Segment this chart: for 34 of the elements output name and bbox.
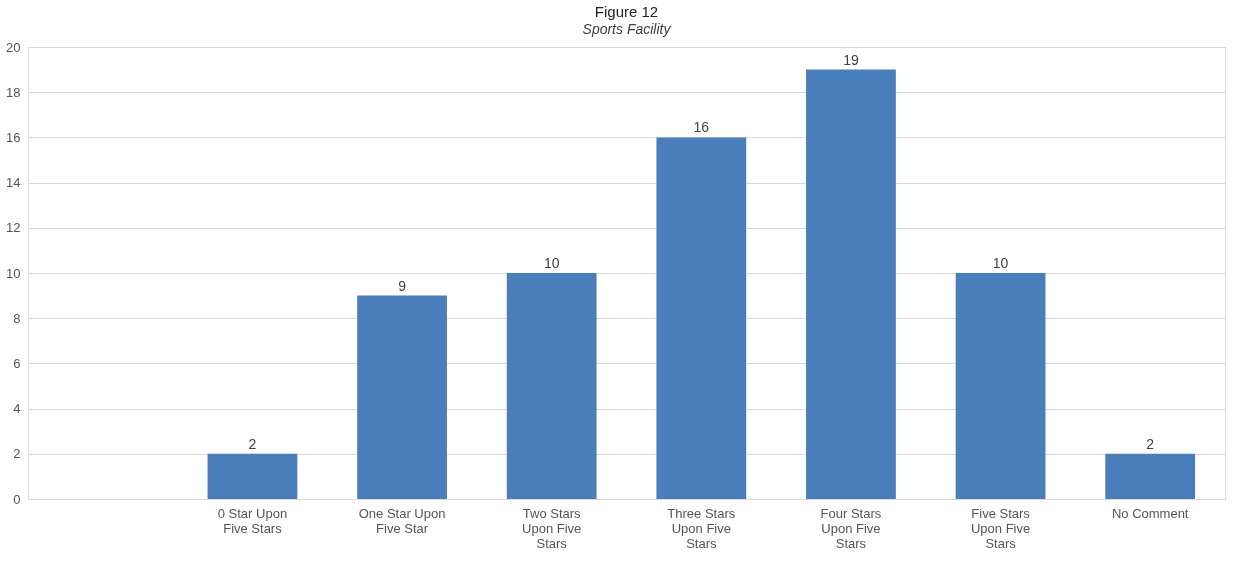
chart-title: Figure 12 — [594, 3, 659, 20]
bar — [506, 273, 597, 499]
bar — [207, 453, 298, 499]
data-label: 10 — [543, 255, 560, 271]
x-tick-label: No Comment — [1111, 505, 1189, 521]
y-tick-label: 8 — [13, 310, 21, 326]
bar — [955, 273, 1046, 499]
data-label: 2 — [248, 435, 257, 452]
data-label: 16 — [693, 119, 710, 136]
y-tick-label: 4 — [13, 401, 21, 417]
x-tick-label: 0 Star Upon Five Stars — [217, 505, 288, 536]
data-label: 19 — [843, 51, 859, 68]
x-tick-label: Two Stars Upon Five Stars — [522, 505, 582, 551]
bar — [656, 137, 747, 499]
y-tick-label: 18 — [6, 84, 21, 100]
x-tick-label: One Star Upon Five Star — [358, 505, 446, 536]
x-tick-label: Three Stars Upon Five Stars — [667, 505, 736, 551]
y-tick-label: 6 — [13, 355, 21, 371]
y-tick-label: 10 — [6, 265, 21, 281]
y-tick-label: 16 — [6, 129, 21, 145]
y-tick-label: 14 — [6, 175, 21, 191]
y-tick-label: 0 — [13, 491, 21, 507]
bar — [357, 295, 447, 499]
y-tick-label: 20 — [6, 39, 21, 55]
x-tick-label: Five Stars Upon Five Stars — [970, 505, 1031, 551]
y-tick-label: 2 — [13, 446, 21, 462]
bar — [806, 69, 896, 499]
chart-subtitle: Sports Facility — [582, 21, 672, 37]
bar — [1105, 453, 1196, 499]
y-tick-label: 12 — [6, 220, 21, 236]
data-label: 2 — [1146, 435, 1155, 452]
data-label: 9 — [398, 277, 407, 294]
data-label: 10 — [992, 255, 1009, 271]
x-tick-label: Four Stars Upon Five Stars — [820, 505, 882, 551]
